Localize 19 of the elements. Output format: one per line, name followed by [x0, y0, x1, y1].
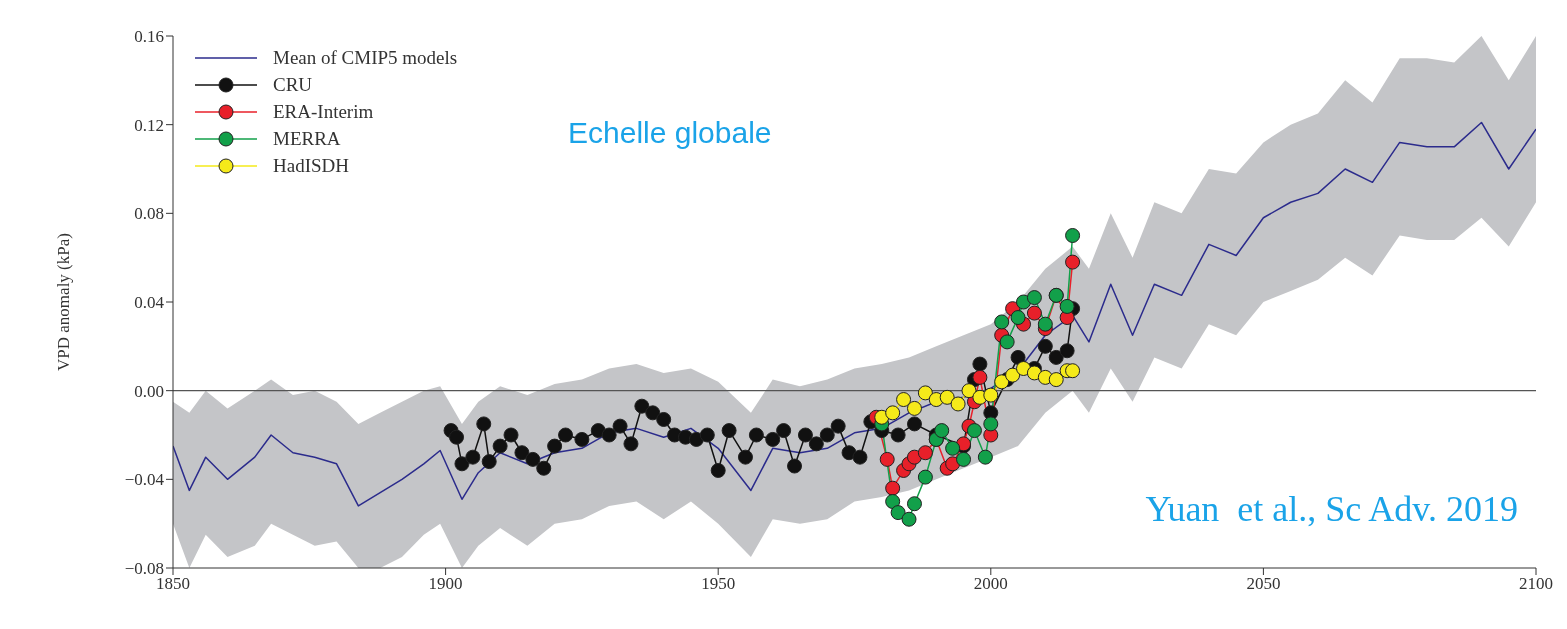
y-tick-label: −0.04 [124, 470, 165, 490]
legend-label: ERA-Interim [273, 100, 374, 124]
annotation: Yuan et al., Sc Adv. 2019 [1145, 488, 1518, 530]
y-axis-title: VPD anomaly (kPa) [54, 233, 74, 371]
legend-label: Mean of CMIP5 models [273, 46, 458, 70]
x-tick-label: 1900 [428, 574, 463, 594]
legend-label: MERRA [273, 127, 341, 151]
legend-label: CRU [273, 73, 313, 97]
y-tick-label: 0.08 [134, 204, 164, 224]
x-tick-label: 2050 [1246, 574, 1281, 594]
y-tick-label: 0.04 [134, 293, 165, 313]
x-tick-label: 1950 [701, 574, 736, 594]
y-tick-label: 0.12 [134, 115, 164, 135]
x-tick-label: 2000 [973, 574, 1008, 594]
y-tick-label: 0.00 [134, 381, 164, 401]
legend-label: HadISDH [273, 154, 349, 178]
y-tick-label: 0.16 [134, 27, 164, 47]
annotation: Echelle globale [568, 116, 772, 150]
x-tick-label: 2100 [1519, 574, 1553, 594]
